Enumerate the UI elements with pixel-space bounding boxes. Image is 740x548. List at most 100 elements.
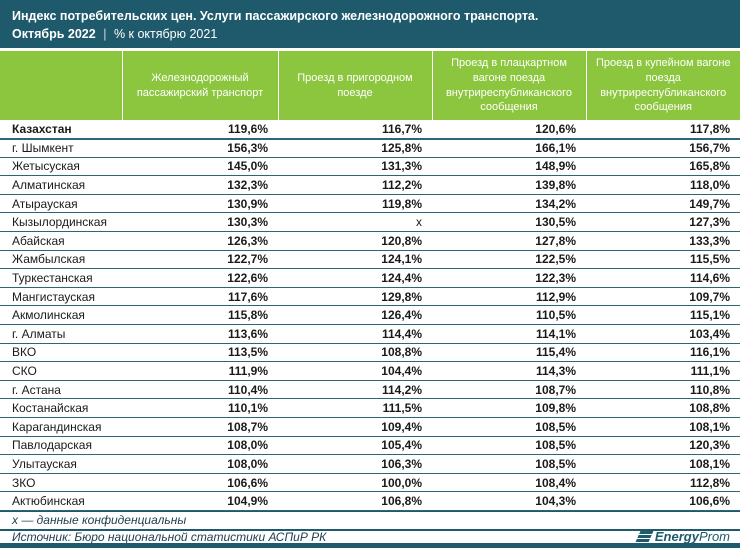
value-cell: 110,4% [122,380,278,400]
region-name: Туркестанская [0,268,122,288]
region-header-cell [0,51,122,120]
region-name: Павлодарская [0,436,122,456]
value-cell: 127,8% [432,231,586,251]
value-cell: 112,2% [278,175,432,195]
value-cell: 122,5% [432,250,586,270]
value-cell: 108,7% [432,380,586,400]
region-name: СКО [0,361,122,381]
value-cell: 109,8% [432,398,586,418]
logo-text: EnergyProm [655,529,730,544]
value-cell: 115,5% [586,250,740,270]
value-cell: 118,0% [586,175,740,195]
value-cell: 110,5% [432,305,586,326]
value-cell: 129,8% [278,287,432,307]
table-row: Атырауская 130,9% 119,8% 134,2% 149,7% [0,194,740,214]
value-cell: 117,6% [122,287,278,307]
region-name: г. Астана [0,380,122,400]
table-row: Мангистауская 117,6% 129,8% 112,9% 109,7% [0,287,740,307]
logo-text-bold: Energy [654,529,699,545]
value-cell: х [278,212,432,233]
value-cell: 119,8% [278,194,432,214]
value-cell: 108,1% [586,417,740,437]
value-cell: 100,0% [278,473,432,493]
value-cell: 109,7% [586,287,740,307]
table-row: Жамбылская 122,7% 124,1% 122,5% 115,5% [0,250,740,270]
title-bar: Индекс потребительских цен. Услуги пасса… [0,0,740,48]
table-row: г. Астана 110,4% 114,2% 108,7% 110,8% [0,380,740,400]
table-row: Жетысуская 145,0% 131,3% 148,9% 165,8% [0,157,740,177]
value-cell: 112,9% [432,287,586,307]
value-cell: 120,3% [586,436,740,456]
table-row: г. Шымкент 156,3% 125,8% 166,1% 156,7% [0,138,740,158]
value-cell: 109,4% [278,417,432,437]
region-name: г. Шымкент [0,138,122,158]
region-name: Карагандинская [0,417,122,437]
table-row: Костанайская 110,1% 111,5% 109,8% 108,8% [0,398,740,418]
value-cell: 139,8% [432,175,586,195]
logo-text-light: Prom [698,529,730,545]
region-name: Кызылординская [0,212,122,233]
value-cell: 104,3% [432,491,586,511]
value-cell: 133,3% [586,231,740,251]
value-cell: 132,3% [122,175,278,195]
value-cell: 116,1% [586,343,740,363]
value-cell: 108,5% [432,417,586,437]
value-cell: 114,4% [278,324,432,344]
region-name: г. Алматы [0,324,122,344]
value-cell: 115,1% [586,305,740,326]
table-row: Казахстан 119,6% 116,7% 120,6% 117,8% [0,120,740,140]
value-cell: 108,7% [122,417,278,437]
table-row: Туркестанская 122,6% 124,4% 122,3% 114,6% [0,268,740,288]
source-text: Источник: Бюро национальной статистики А… [12,529,327,544]
source-bar: Источник: Бюро национальной статистики А… [0,528,740,544]
value-cell: 166,1% [432,138,586,158]
value-cell: 108,4% [432,473,586,493]
region-name: Атырауская [0,194,122,214]
column-header-2: Проезд в пригородном поезде [277,51,432,120]
value-cell: 114,6% [586,268,740,288]
value-cell: 106,6% [122,473,278,493]
header-gap [0,48,740,51]
table-row: Актюбинская 104,9% 106,8% 104,3% 106,6% [0,491,740,511]
value-cell: 148,9% [432,157,586,177]
energyprom-logo: EnergyProm [635,529,730,544]
value-cell: 106,3% [278,454,432,474]
value-cell: 130,9% [122,194,278,214]
bottom-accent-bar [0,543,740,548]
region-name: Абайская [0,231,122,251]
region-name: Актюбинская [0,491,122,511]
value-cell: 110,1% [122,398,278,418]
value-cell: 108,5% [432,436,586,456]
value-cell: 111,1% [586,361,740,381]
value-cell: 113,6% [122,324,278,344]
table-row: Кызылординская 130,3% х 130,5% 127,3% [0,212,740,233]
energyprom-stripes-icon [635,531,654,543]
region-name: Казахстан [0,120,122,140]
value-cell: 113,5% [122,343,278,363]
value-cell: 131,3% [278,157,432,177]
table-row: Абайская 126,3% 120,8% 127,8% 133,3% [0,231,740,251]
value-cell: 103,4% [586,324,740,344]
page-subtitle: Октябрь 2022 | % к октябрю 2021 [12,25,728,43]
value-cell: 116,7% [278,120,432,140]
value-cell: 104,4% [278,361,432,381]
table-row: ЗКО 106,6% 100,0% 108,4% 112,8% [0,473,740,493]
value-cell: 120,8% [278,231,432,251]
value-cell: 108,1% [586,454,740,474]
value-cell: 114,1% [432,324,586,344]
value-cell: 111,5% [278,398,432,418]
column-header-1: Железнодорожный пассажирский транспорт [121,51,278,120]
region-name: ВКО [0,343,122,363]
value-cell: 134,2% [432,194,586,214]
value-cell: 130,5% [432,212,586,233]
region-name: ЗКО [0,473,122,493]
region-name: Улытауская [0,454,122,474]
value-cell: 108,8% [586,398,740,418]
value-cell: 104,9% [122,491,278,511]
value-cell: 108,0% [122,454,278,474]
value-cell: 108,0% [122,436,278,456]
value-cell: 115,4% [432,343,586,363]
region-name: Жамбылская [0,250,122,270]
value-cell: 122,6% [122,268,278,288]
